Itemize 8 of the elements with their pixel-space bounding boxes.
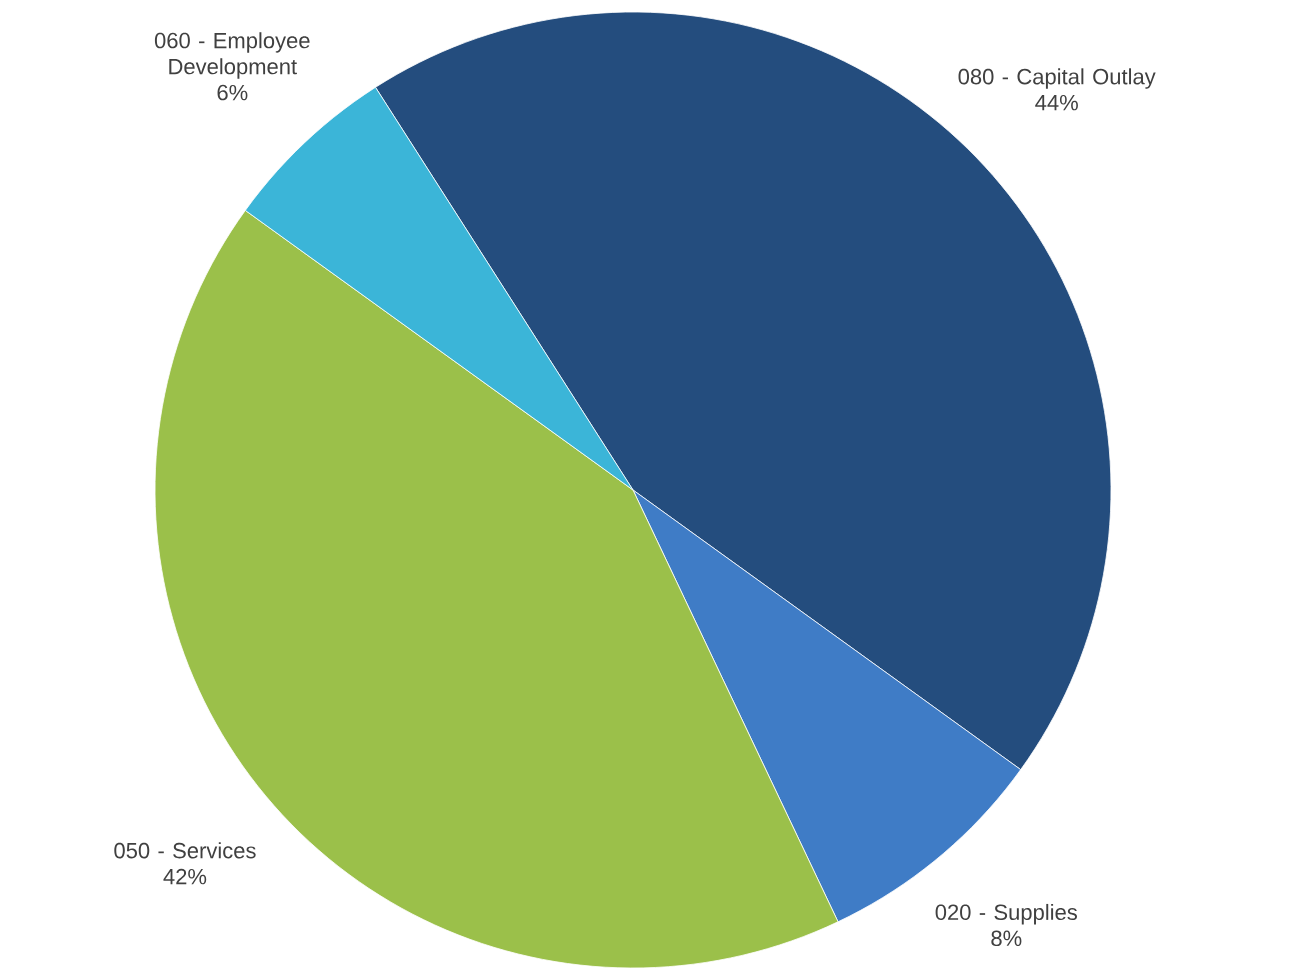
slice-label: 020 - Supplies <box>935 903 1077 925</box>
slice-label: 080 - Capital Outlay <box>958 68 1156 89</box>
data-label: 42% <box>163 868 207 885</box>
slice-label: 050 - Services <box>114 842 256 859</box>
data-label: 8% <box>991 930 1022 947</box>
data-label: 6% <box>217 84 248 101</box>
slice-label: 060 - Employee Development <box>154 32 310 79</box>
data-label: 44% <box>1035 94 1078 111</box>
